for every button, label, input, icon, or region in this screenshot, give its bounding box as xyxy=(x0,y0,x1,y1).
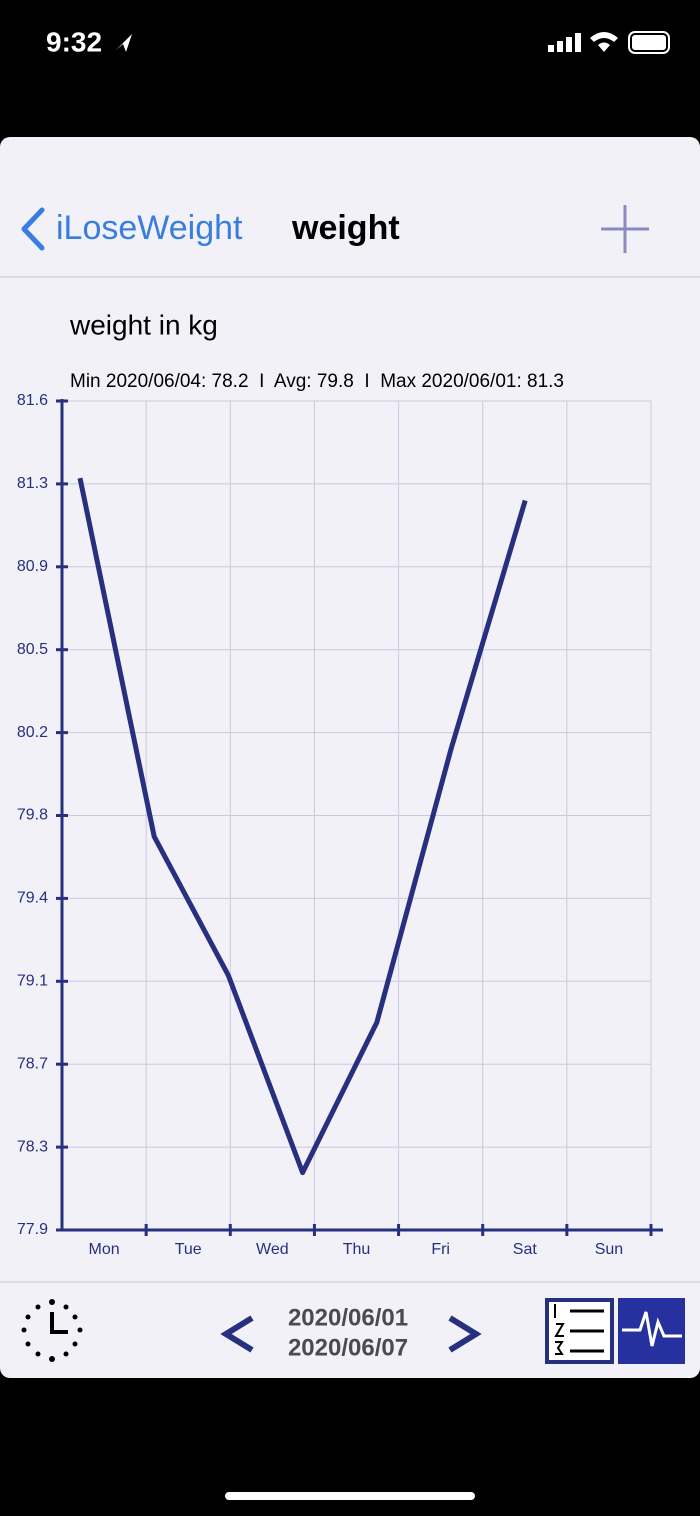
y-tick-label: 80.2 xyxy=(17,724,48,741)
home-indicator xyxy=(225,1492,475,1500)
x-tick-label: Fri xyxy=(431,1241,450,1258)
location-icon xyxy=(116,34,132,52)
data-line xyxy=(77,477,528,1176)
date-to: 2020/06/07 xyxy=(288,1334,408,1361)
previous-week[interactable] xyxy=(220,1315,254,1353)
x-tick-label: Sun xyxy=(595,1241,623,1258)
back-chevron[interactable] xyxy=(21,207,45,251)
y-tick-label: 81.3 xyxy=(17,475,48,492)
clock-icon[interactable] xyxy=(21,1299,83,1362)
y-tick-label: 81.6 xyxy=(17,392,48,409)
y-tick-label: 80.5 xyxy=(17,641,48,658)
battery-level xyxy=(632,35,666,50)
y-tick-label: 79.4 xyxy=(17,890,48,907)
chart-title: weight in kg xyxy=(69,309,218,340)
plot: 77.9 78.3 78.7 79.1 79.4 79.8 80.2 80.5 80.9 81.3… xyxy=(17,392,663,1258)
x-tick-label: Mon xyxy=(89,1241,120,1258)
back-button[interactable]: iLoseWeight xyxy=(56,209,243,247)
battery-icon xyxy=(628,31,670,54)
y-tick-label: 78.3 xyxy=(17,1138,48,1155)
x-tick-label: Tue xyxy=(175,1241,202,1258)
list-view-button[interactable] xyxy=(545,1298,614,1364)
wifi-icon xyxy=(590,32,618,52)
add-button[interactable] xyxy=(601,205,649,253)
x-tick-label: Thu xyxy=(343,1241,371,1258)
y-tick-label: 78.7 xyxy=(17,1055,48,1072)
y-tick-label: 79.1 xyxy=(17,973,48,990)
date-from: 2020/06/01 xyxy=(288,1304,408,1331)
signal-icon xyxy=(548,33,581,52)
x-tick-label: Wed xyxy=(256,1241,289,1258)
chart-subtitle: Min 2020/06/04: 78.2 I Avg: 79.8 I Max 2… xyxy=(70,371,564,392)
status-time: 9:32 xyxy=(46,26,102,57)
y-tick-label: 80.9 xyxy=(17,558,48,575)
x-tick-label: Sat xyxy=(513,1241,538,1258)
y-tick-label: 77.9 xyxy=(17,1221,48,1238)
next-week[interactable] xyxy=(448,1315,482,1353)
chart-view-button[interactable] xyxy=(618,1298,685,1364)
nav-title: weight xyxy=(291,209,400,247)
y-tick-label: 79.8 xyxy=(17,807,48,824)
